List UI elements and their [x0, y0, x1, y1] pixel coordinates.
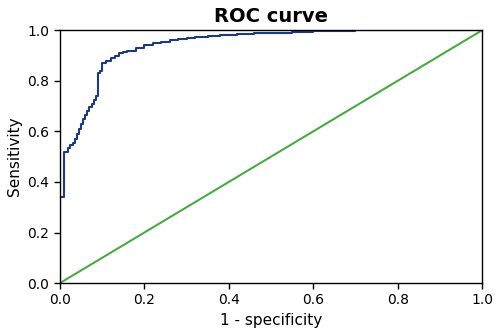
Y-axis label: Sensitivity: Sensitivity: [7, 117, 22, 197]
Title: ROC curve: ROC curve: [214, 7, 328, 26]
X-axis label: 1 - specificity: 1 - specificity: [220, 313, 322, 328]
